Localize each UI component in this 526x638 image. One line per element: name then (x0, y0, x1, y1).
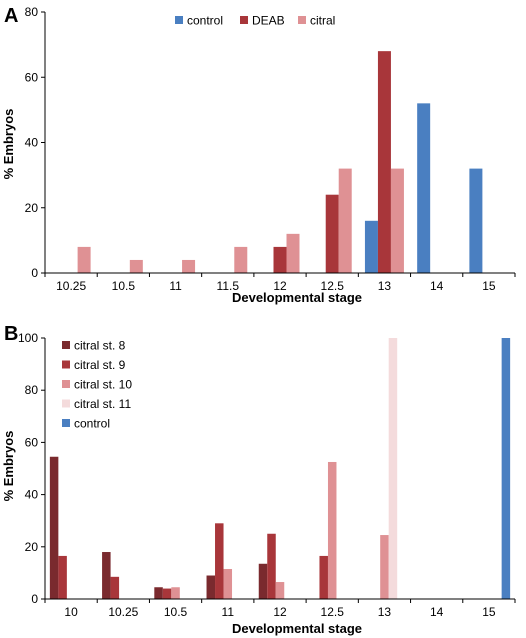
bar-b-citral-st-9-10-5 (162, 588, 172, 599)
legend-label-a: citral (310, 14, 335, 28)
x-axis-label-a: Developmental stage (232, 290, 362, 305)
bar-b-citral-st-9-12-5 (319, 555, 328, 599)
axes-b: 0 20 40 60 80 100 10 10.25 10.5 11 12 12.5 13 14 15 (18, 331, 516, 619)
legend-label-b: citral st. 10 (74, 378, 132, 392)
legend-swatch-b (62, 360, 70, 369)
x-tick-label-b: 12.5 (321, 605, 345, 619)
x-tick-label-b: 14 (430, 605, 444, 619)
x-tick-label-b: 10 (64, 605, 78, 619)
legend-a: control DEAB citral (175, 14, 335, 28)
x-tick-label-a: 14 (430, 279, 444, 293)
y-tick-label-b: 40 (25, 488, 39, 502)
x-tick-label-b: 10.5 (164, 605, 188, 619)
bar-b-citral-st-9-10 (58, 555, 67, 599)
legend-swatch-b (62, 419, 70, 427)
legend-swatch-a (175, 16, 183, 24)
bar-b-citral-st-10-13 (380, 535, 389, 599)
panel-label-b: B (4, 323, 18, 345)
y-tick-label-a: 60 (25, 70, 39, 84)
bar-b-citral-st-8-10-25 (102, 552, 111, 599)
x-tick-label-a: 13 (378, 279, 392, 293)
legend-label-b: citral st. 8 (74, 339, 126, 353)
x-tick-label-b: 10.25 (108, 605, 138, 619)
bar-a-citral-12 (286, 233, 300, 273)
bar-b-citral-st-9-10-25 (110, 576, 120, 599)
bar-a-citral-11-5 (234, 246, 248, 273)
bar-b-citral-st-10-12-5 (327, 461, 337, 599)
legend-label-a: control (187, 14, 223, 28)
y-tick-label-b: 80 (25, 383, 39, 397)
bar-a-deab-13 (377, 51, 391, 274)
y-tick-label-a: 0 (31, 266, 38, 280)
x-tick-label-b: 15 (482, 605, 496, 619)
bar-a-citral-11 (182, 259, 196, 273)
x-tick-label-a: 10.5 (112, 279, 136, 293)
bar-b-citral-st-8-12 (258, 563, 268, 599)
x-tick-label-a: 10.25 (56, 279, 86, 293)
y-tick-label-a: 40 (25, 136, 39, 150)
bar-b-citral-st-10-12 (275, 582, 285, 599)
legend-swatch-b (62, 380, 70, 388)
panel-label-a: A (4, 5, 18, 27)
x-tick-label-a: 11 (169, 279, 182, 293)
bar-a-citral-12-5 (338, 168, 352, 273)
chart-panel-a: A % Embryos Developmental stage 0 20 40 60 8… (1, 5, 516, 305)
bar-b-citral-st-8-10 (49, 456, 59, 599)
legend-swatch-a (298, 16, 306, 24)
x-tick-label-a: 15 (482, 279, 496, 293)
x-tick-label-a: 12.5 (321, 279, 345, 293)
bars-b (49, 338, 511, 599)
x-axis-label-b: Developmental stage (232, 621, 362, 636)
legend-swatch-b (62, 341, 70, 349)
legend-swatch-a (240, 16, 248, 24)
bar-b-citral-st-9-11 (215, 523, 224, 599)
axes-a: 0 20 40 60 80 10.25 10.5 11 11.5 12 12.5 13 14 15 (25, 5, 516, 293)
legend-b: citral st. 8 citral st. 9 citral st. 10 cit… (62, 339, 132, 431)
legend-label-b: citral st. 9 (74, 358, 126, 372)
x-tick-label-b: 12 (273, 605, 287, 619)
y-tick-label-b: 100 (18, 331, 38, 345)
x-tick-label-a: 12 (273, 279, 287, 293)
bar-b-citral-st-10-11 (223, 568, 233, 599)
x-tick-label-b: 11 (222, 605, 235, 619)
bar-a-citral-10-5 (129, 259, 143, 273)
y-axis-label-b: % Embryos (1, 431, 16, 502)
bar-a-control-15 (469, 168, 483, 273)
y-axis-label-a: % Embryos (1, 109, 16, 180)
bar-b-citral-st-8-10-5 (154, 587, 163, 599)
legend-label-a: DEAB (252, 14, 285, 28)
y-tick-label-b: 0 (31, 592, 38, 606)
legend-swatch-b (62, 399, 70, 408)
y-tick-label-b: 60 (25, 435, 39, 449)
bar-a-control-14 (417, 103, 431, 273)
y-tick-label-a: 20 (25, 201, 39, 215)
bar-a-deab-12-5 (325, 194, 339, 273)
x-tick-label-b: 13 (378, 605, 392, 619)
bar-a-deab-12 (273, 246, 287, 273)
x-tick-label-a: 11.5 (217, 279, 240, 293)
bar-b-citral-st-9-12 (267, 533, 276, 599)
bar-a-citral-13 (390, 168, 404, 273)
bar-b-citral-st-8-11 (206, 575, 216, 599)
y-tick-label-a: 80 (25, 5, 39, 19)
y-tick-label-b: 20 (25, 540, 39, 554)
bars-a (77, 51, 483, 274)
chart-panel-b: B % Embryos Developmental stage 0 20 40 60 8… (1, 323, 516, 636)
bar-b-citral-st-11-13 (388, 338, 398, 599)
bar-a-citral-10-25 (77, 246, 91, 273)
bar-b-control-15 (501, 338, 511, 599)
bar-a-control-13 (364, 220, 378, 273)
legend-label-b: citral st. 11 (74, 397, 131, 411)
bar-b-citral-st-10-10-5 (171, 587, 180, 599)
legend-label-b: control (74, 417, 110, 431)
